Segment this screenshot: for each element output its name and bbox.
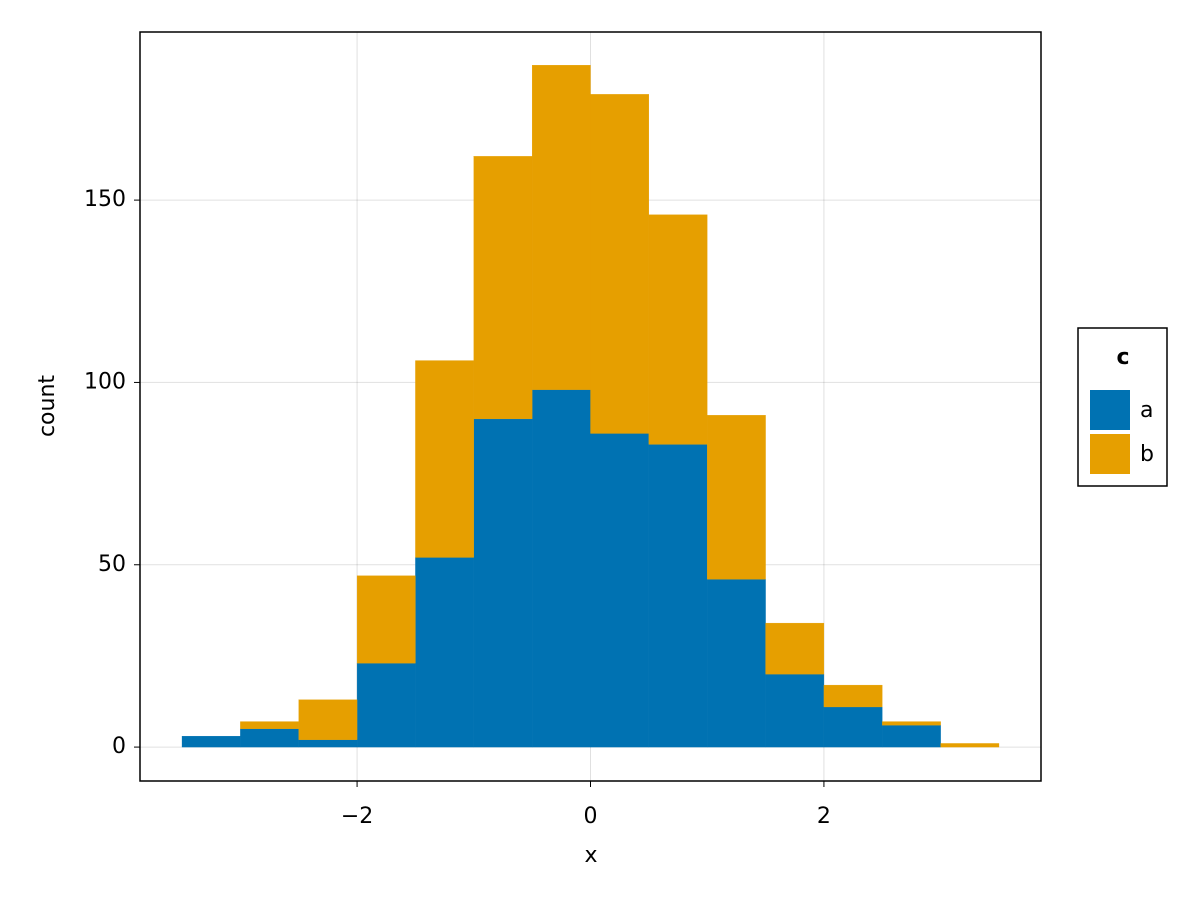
- x-tick-label: 0: [584, 804, 598, 829]
- bar: [415, 557, 474, 748]
- x-axis-label: x: [584, 843, 597, 868]
- x-tick-label: 2: [817, 804, 831, 829]
- bar: [823, 684, 883, 708]
- bar: [707, 415, 766, 580]
- bar: [765, 622, 825, 675]
- bar: [415, 360, 474, 558]
- bar: [181, 735, 241, 748]
- bar: [648, 444, 708, 748]
- bar: [590, 94, 650, 434]
- bar: [648, 214, 708, 445]
- y-axis-label: count: [35, 375, 60, 437]
- y-tick-label: 100: [84, 369, 126, 394]
- bar: [882, 721, 941, 726]
- bar: [531, 65, 591, 390]
- bar: [823, 706, 883, 748]
- bar: [590, 433, 650, 748]
- bar: [531, 389, 591, 748]
- bar: [473, 156, 533, 420]
- bar: [473, 418, 533, 748]
- legend-title: c: [1116, 345, 1129, 370]
- bar: [298, 739, 358, 748]
- bar: [882, 725, 941, 748]
- legend-label: a: [1140, 398, 1153, 423]
- legend-swatch: [1090, 434, 1130, 474]
- plot-frame: [139, 31, 1042, 782]
- bar: [240, 721, 299, 730]
- bar: [707, 579, 766, 748]
- legend-label: b: [1140, 442, 1154, 467]
- bar: [940, 743, 1000, 748]
- bar: [356, 663, 416, 748]
- bar: [298, 699, 358, 740]
- y-tick-label: 50: [98, 552, 126, 577]
- bar: [356, 575, 416, 664]
- legend-swatch: [1090, 390, 1130, 430]
- bar: [765, 674, 825, 748]
- bar: [240, 728, 299, 748]
- x-tick-label: −2: [341, 804, 373, 829]
- y-tick-label: 150: [84, 187, 126, 212]
- y-tick-label: 0: [112, 734, 126, 759]
